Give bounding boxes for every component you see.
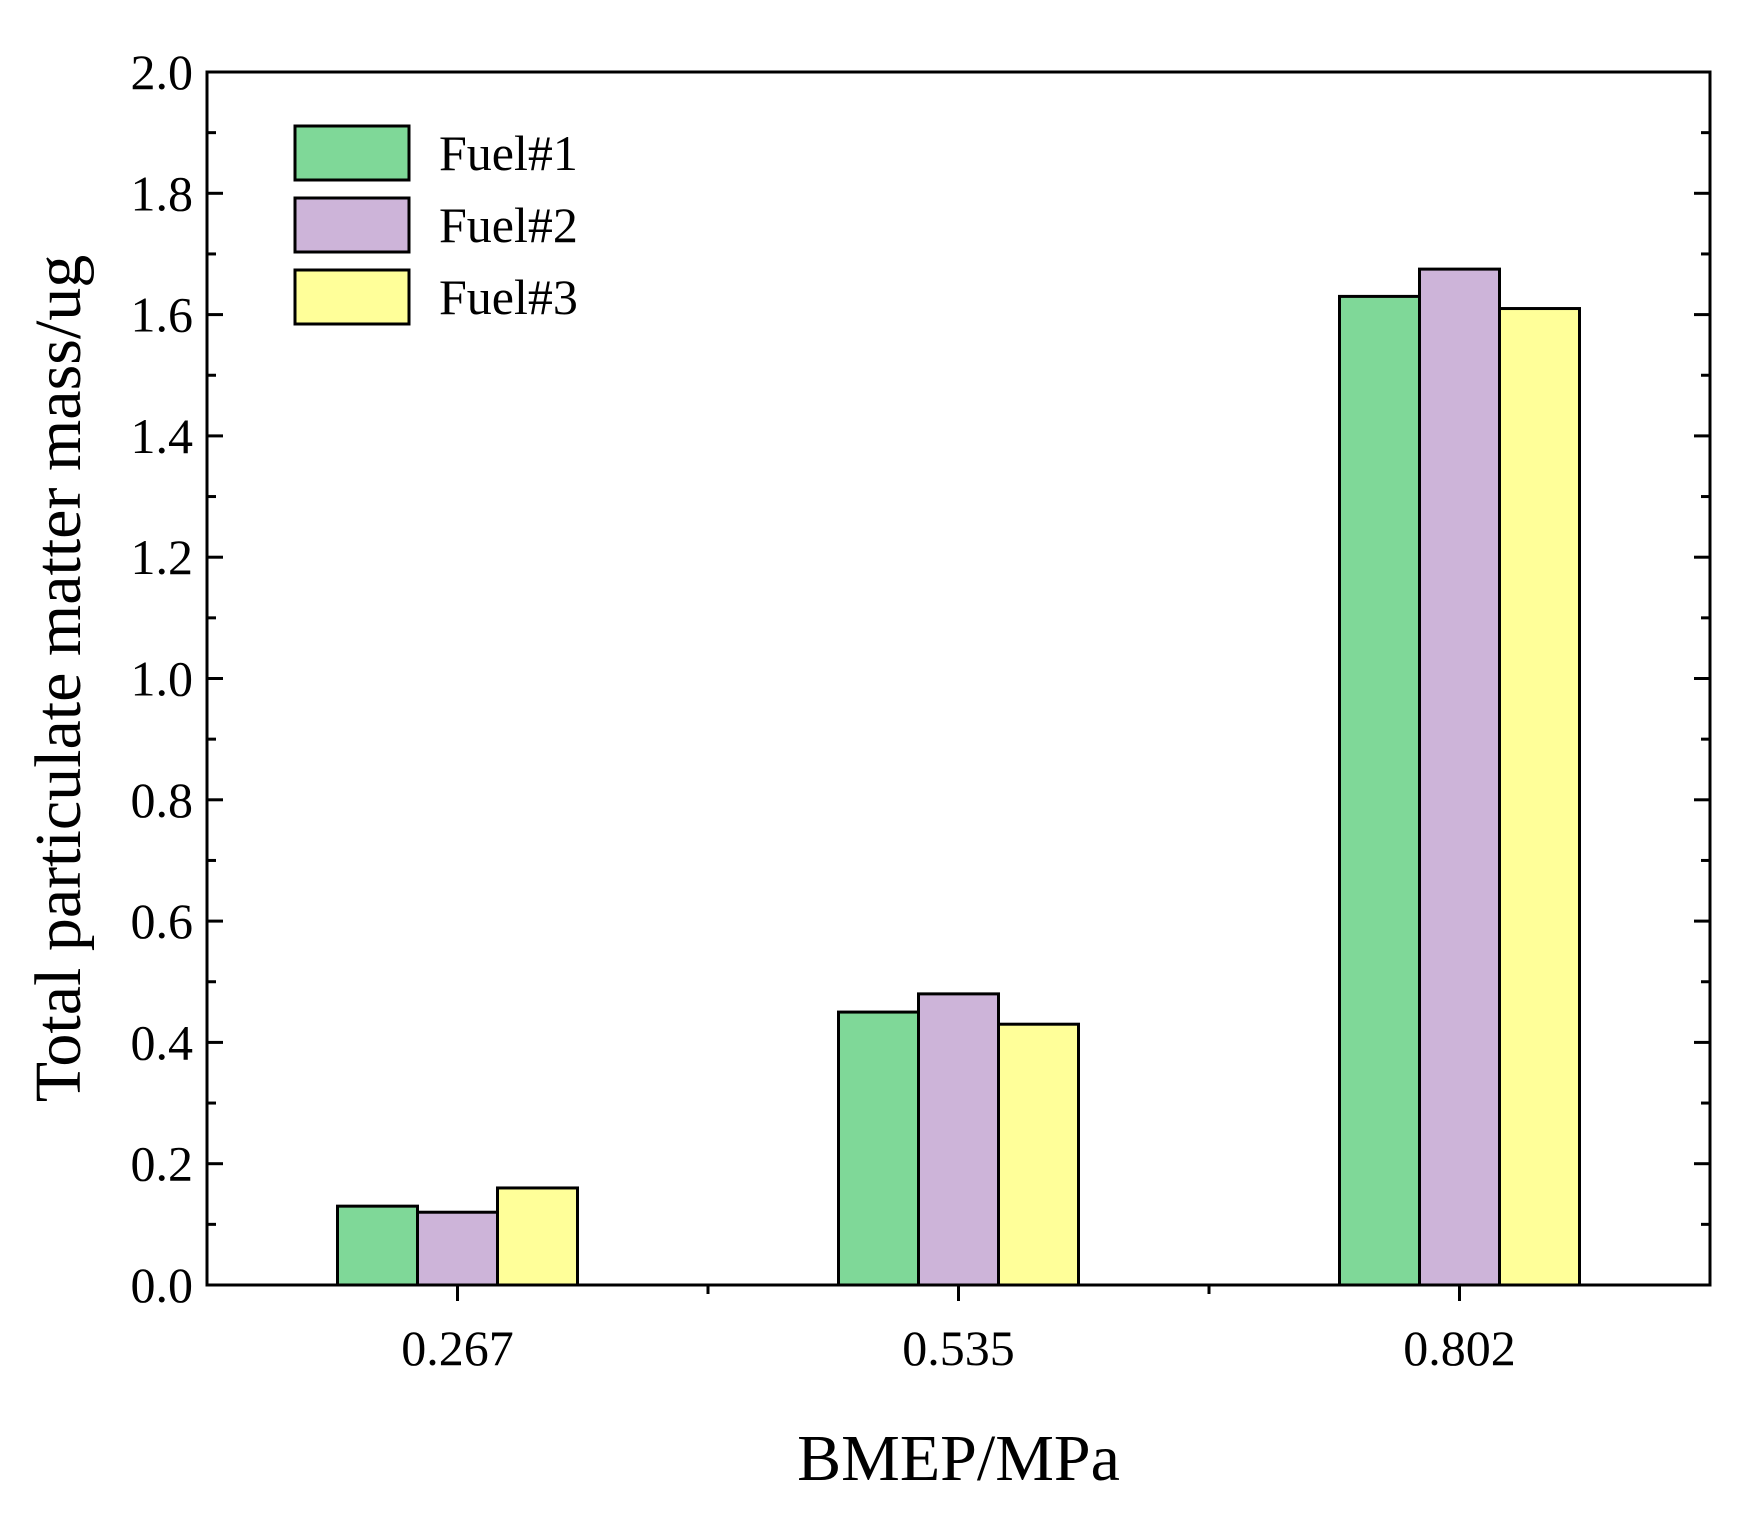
y-tick-label: 0.8 [131,772,194,828]
y-tick-label: 1.2 [131,529,194,585]
legend-swatch [293,268,411,326]
legend-label: Fuel#2 [439,197,578,253]
y-tick-label: 0.4 [131,1014,194,1070]
y-tick-label: 0.2 [131,1136,194,1192]
y-tick-label: 2.0 [131,44,194,100]
bar-fuel1-0_535 [837,1010,920,1287]
y-tick-label: 0.6 [131,893,194,949]
legend-swatch [293,196,411,254]
y-tick-label: 1.4 [131,408,194,464]
y-tick-label: 1.6 [131,287,194,343]
bar-fuel2-0_802 [1418,267,1501,1287]
legend-label: Fuel#1 [439,125,578,181]
x-tick-label: 0.535 [902,1320,1015,1376]
y-axis-title: Total particulate matter mass/ug [22,255,95,1103]
legend: Fuel#1 Fuel#2 Fuel#3 [293,124,578,326]
x-tick-label: 0.802 [1403,1320,1516,1376]
legend-label: Fuel#3 [439,269,578,325]
bar-fuel3-0_802 [1498,307,1581,1287]
y-tick-label: 1.0 [131,651,194,707]
bar-fuel2-0_535 [917,992,1000,1287]
x-tick-label: 0.267 [401,1320,514,1376]
legend-swatch [293,124,411,182]
bar-fuel3-0_267 [496,1186,579,1287]
bar-fuel1-0_267 [336,1204,419,1287]
y-tick-label: 0.0 [131,1257,194,1313]
bar-fuel2-0_267 [416,1210,499,1287]
x-axis: 0.267 0.535 0.802 [401,1285,1516,1376]
y-axis: 0.0 0.2 0.4 0.6 0.8 1.0 1.2 1.4 1.6 1.8 2.0 [131,44,1710,1313]
y-tick-label: 1.8 [131,165,194,221]
x-axis-title: BMEP/MPa [797,1422,1120,1495]
bar-fuel1-0_802 [1338,294,1421,1287]
bar-fuel3-0_535 [997,1022,1080,1287]
bars-group [336,267,1581,1287]
